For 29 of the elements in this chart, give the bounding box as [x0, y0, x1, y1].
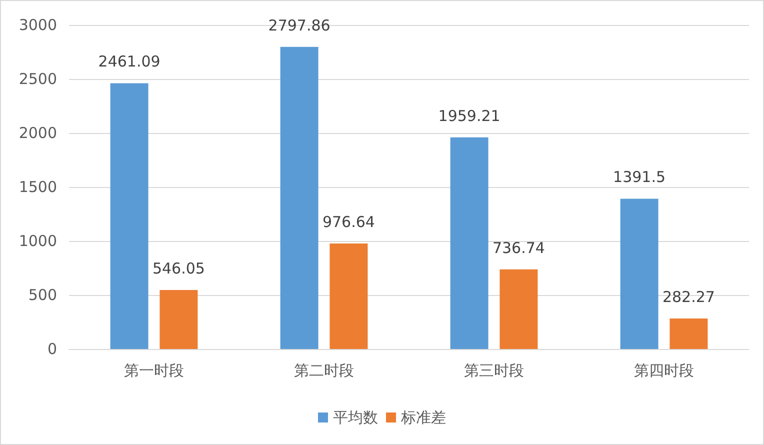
data-label: 2797.86	[268, 16, 330, 34]
bar	[110, 83, 148, 349]
y-tick-label: 3000	[18, 16, 57, 34]
data-label: 2461.09	[98, 52, 160, 71]
bar	[500, 269, 538, 349]
x-tick-label: 第一时段	[124, 362, 184, 380]
bar	[670, 318, 708, 349]
data-label: 736.74	[492, 238, 545, 257]
y-tick-label: 0	[47, 340, 57, 358]
data-label: 282.27	[662, 288, 715, 306]
data-label: 1959.21	[438, 106, 500, 125]
x-tick-label: 第三时段	[464, 362, 524, 380]
y-tick-label: 2000	[18, 124, 57, 142]
legend-label: 平均数	[333, 408, 378, 426]
bar	[330, 244, 368, 349]
bar	[620, 198, 658, 349]
y-tick-label: 1000	[18, 232, 57, 250]
data-label: 546.05	[152, 260, 205, 278]
y-tick-label: 500	[28, 286, 57, 304]
y-tick-label: 1500	[18, 178, 57, 196]
bar	[280, 46, 318, 349]
x-tick-label: 第四时段	[634, 362, 694, 380]
legend-label: 标准差	[400, 408, 446, 426]
x-tick-label: 第二时段	[294, 362, 354, 380]
bar	[160, 290, 198, 349]
y-tick-label: 2500	[18, 70, 57, 88]
bar	[450, 137, 488, 349]
data-label: 976.64	[322, 213, 375, 232]
data-label: 1391.5	[613, 168, 666, 186]
